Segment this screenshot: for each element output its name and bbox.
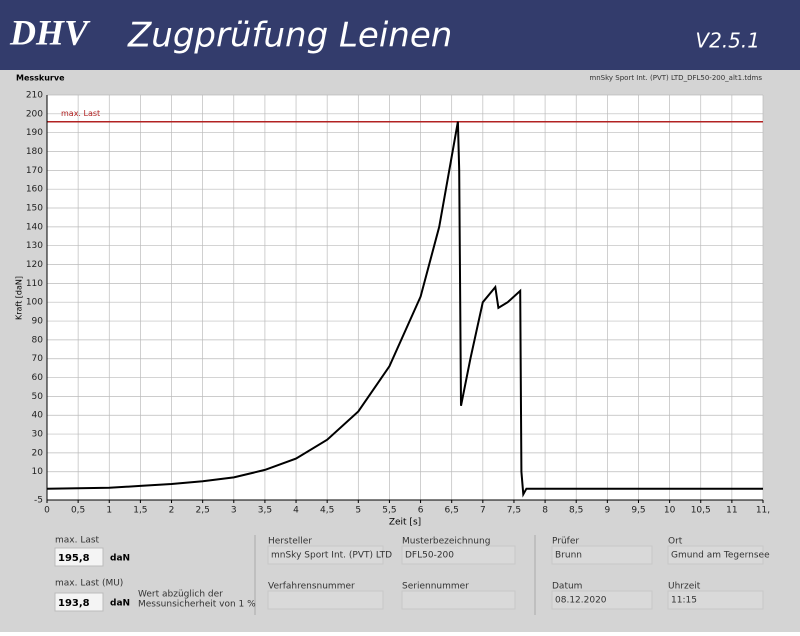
x-tick-label: 4 (293, 506, 299, 516)
y-axis-label: Kraft [daN] (15, 276, 24, 320)
result-value: 193,8 (58, 598, 90, 609)
x-tick-label: 1 (106, 506, 112, 516)
plot-area (47, 95, 763, 500)
x-axis-label: Zeit [s] (389, 518, 421, 528)
x-tick-label: 0 (44, 506, 50, 516)
x-tick-label: 4,5 (320, 506, 334, 516)
y-tick-label: 90 (32, 317, 44, 327)
x-tick-label: 1,5 (133, 506, 147, 516)
x-tick-label: 10 (664, 506, 676, 516)
annotation: max. Last (61, 109, 100, 118)
y-tick-label: 170 (26, 166, 43, 176)
x-tick-label: 2 (169, 506, 175, 516)
x-tick-label: 8 (542, 506, 548, 516)
result-box (54, 592, 104, 612)
y-tick-label: 160 (26, 185, 43, 195)
field-box (267, 590, 384, 610)
x-tick-label: 9 (604, 506, 610, 516)
y-tick-label: 200 (26, 109, 43, 119)
y-tick-label: 150 (26, 204, 43, 214)
field-label: max. Last (55, 536, 100, 546)
x-tick-label: 7,5 (507, 506, 521, 516)
y-tick-label: 20 (32, 448, 44, 458)
field-box (667, 590, 764, 610)
y-tick-label: 180 (26, 147, 43, 157)
field-value: 11:15 (671, 596, 697, 606)
force-curve (46, 121, 763, 498)
field-box (267, 545, 384, 565)
y-tick-label: 60 (32, 373, 44, 383)
note: Wert abzüglich der (138, 590, 223, 600)
header-bar (0, 0, 800, 70)
x-tick-label: 11 (726, 506, 737, 516)
note: Messunsicherheit von 1 % (138, 600, 256, 610)
version: V2.5.1 (695, 29, 760, 53)
y-tick-label: 110 (26, 279, 43, 289)
x-tick-label: 11, (756, 506, 770, 516)
y-tick-label: 120 (26, 260, 43, 270)
unit: daN (110, 599, 130, 609)
result-value: 195,8 (58, 553, 90, 564)
x-tick-label: 0,5 (71, 506, 85, 516)
field-label: Datum (552, 582, 582, 592)
y-tick-label: 50 (32, 392, 44, 402)
unit: daN (110, 554, 130, 564)
y-tick-label: 30 (32, 430, 44, 440)
y-tick-label: -5 (34, 496, 43, 506)
field-label: Musterbezeichnung (402, 537, 490, 547)
y-tick-label: 70 (32, 354, 44, 364)
chart-title: Messkurve (16, 74, 65, 83)
logo: DHV (9, 12, 91, 52)
field-label: Ort (668, 537, 683, 547)
field-box (667, 545, 764, 565)
x-tick-label: 2,5 (195, 506, 209, 516)
field-label: Seriennummer (402, 582, 469, 592)
field-label: Uhrzeit (668, 582, 701, 592)
x-tick-label: 8,5 (569, 506, 583, 516)
x-tick-label: 9,5 (631, 506, 645, 516)
y-tick-label: 130 (26, 241, 43, 251)
field-value: 08.12.2020 (555, 596, 607, 606)
y-tick-label: 80 (32, 335, 44, 345)
x-tick-label: 5 (355, 506, 361, 516)
field-box (401, 545, 516, 565)
y-tick-label: 190 (26, 128, 43, 138)
y-tick-label: 140 (26, 222, 43, 232)
field-box (401, 590, 516, 610)
y-tick-label: 100 (26, 298, 43, 308)
x-tick-label: 3 (231, 506, 237, 516)
field-label: max. Last (MU) (55, 579, 123, 589)
field-value: mnSky Sport Int. (PVT) LTD (271, 551, 392, 561)
field-label: Hersteller (268, 537, 312, 547)
field-box (551, 545, 653, 565)
x-tick-label: 6 (418, 506, 424, 516)
field-value: DFL50-200 (405, 551, 454, 561)
x-tick-label: 7 (480, 506, 486, 516)
x-tick-label: 10,5 (691, 506, 711, 516)
x-tick-label: 5,5 (382, 506, 396, 516)
field-box (551, 590, 653, 610)
field-label: Prüfer (552, 537, 579, 547)
field-label: Verfahrensnummer (268, 582, 355, 592)
field-value: Gmund am Tegernsee (671, 551, 770, 561)
field-value: Brunn (555, 551, 582, 561)
y-tick-label: 10 (32, 467, 44, 477)
result-box (54, 547, 104, 567)
x-tick-label: 6,5 (445, 506, 459, 516)
file-name: mnSky Sport Int. (PVT) LTD_DFL50-200_alt… (589, 74, 762, 82)
y-tick-label: 210 (26, 91, 43, 101)
x-tick-label: 3,5 (258, 506, 272, 516)
app-title: Zugprüfung Leinen (127, 16, 452, 56)
y-tick-label: 40 (32, 411, 44, 421)
